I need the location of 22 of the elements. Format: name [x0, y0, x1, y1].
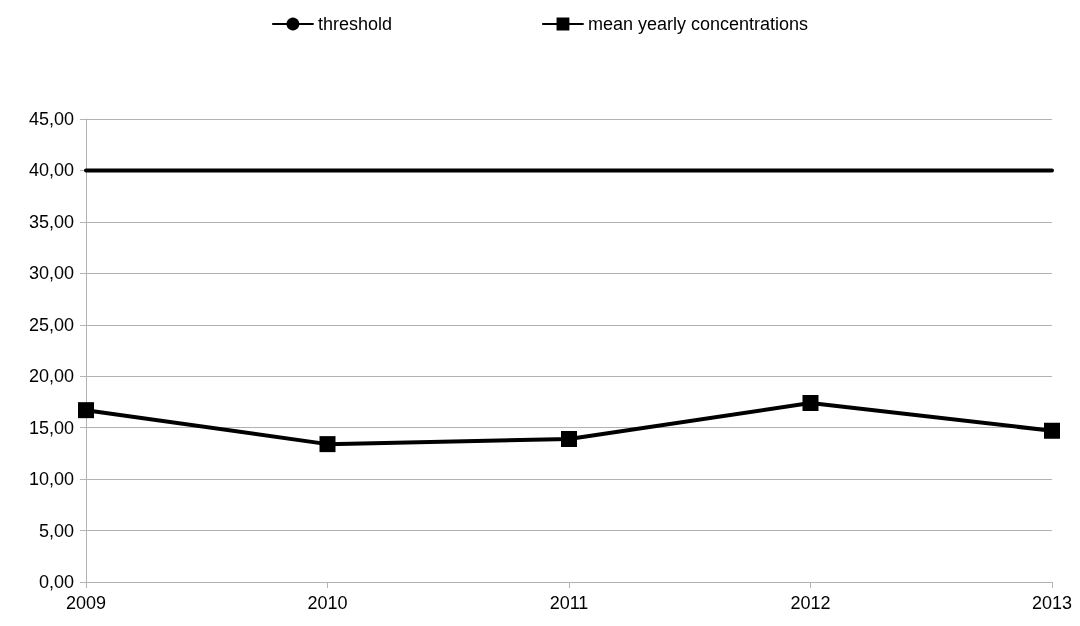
x-tick-label: 2011	[549, 593, 589, 613]
legend-label: mean yearly concentrations	[587, 14, 809, 34]
x-tick-label: 2012	[790, 593, 831, 613]
legend-label: threshold	[317, 14, 392, 34]
point	[561, 430, 577, 447]
point	[1044, 422, 1060, 439]
x-tick-label: 2013	[1031, 593, 1073, 613]
point	[319, 436, 336, 453]
y-tick-label: 10,00	[28, 469, 74, 490]
x-tick-label: 2009	[65, 593, 107, 613]
y-tick-label: 5,00	[38, 520, 74, 541]
point	[802, 394, 819, 411]
y-tick-label: 15,00	[28, 417, 74, 438]
y-tick-label: 20,00	[28, 366, 74, 387]
y-tick-label: 35,00	[28, 211, 74, 232]
y-tick-label: 45,00	[28, 109, 74, 129]
y-tick-label: 30,00	[28, 263, 74, 284]
x-tick-label: 2010	[307, 593, 348, 613]
y-tick-label: 25,00	[28, 314, 74, 335]
point	[78, 402, 94, 419]
y-tick-label: 40,00	[28, 160, 74, 181]
y-tick-label: 0,00	[38, 572, 74, 592]
